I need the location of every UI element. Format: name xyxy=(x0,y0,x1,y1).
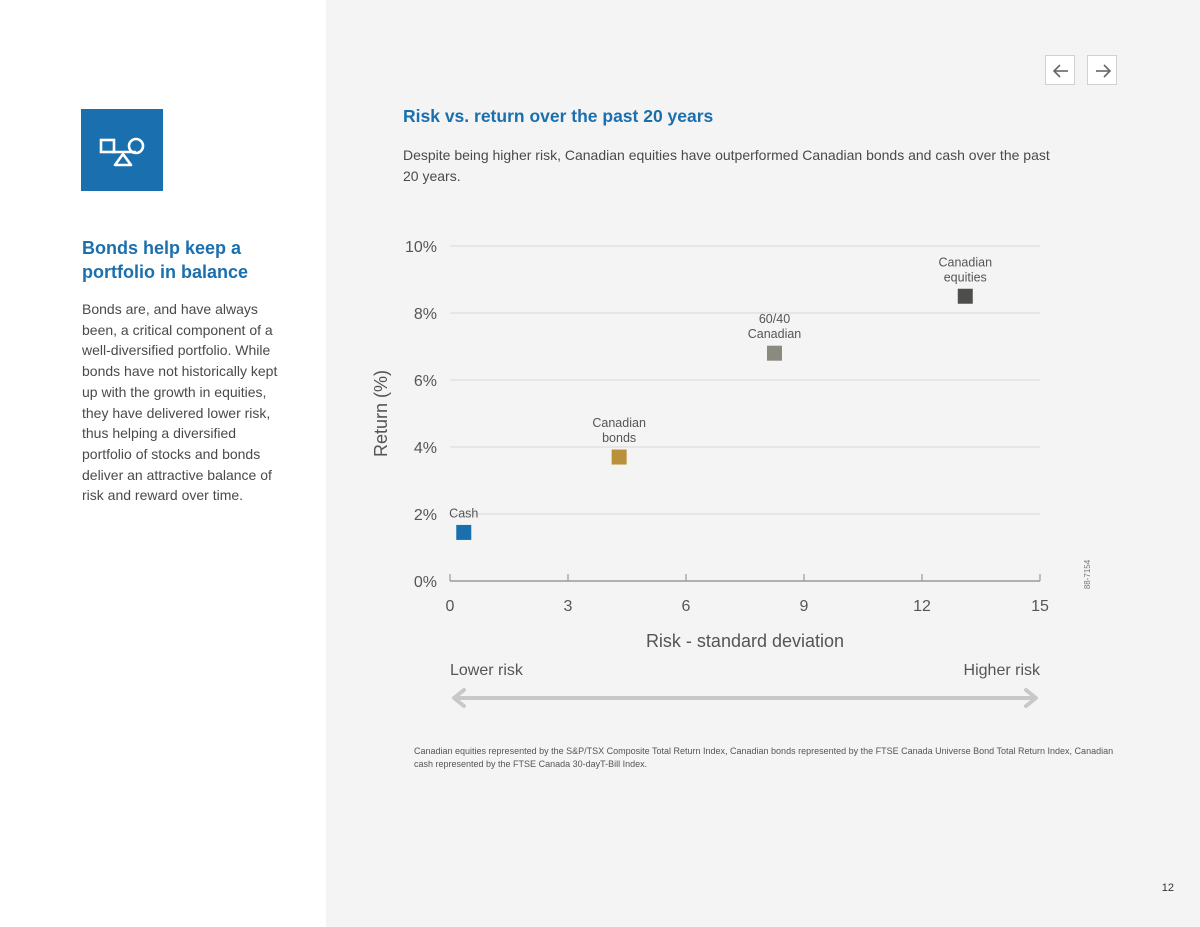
x-tick-label: 6 xyxy=(682,598,691,615)
document-code: 88-7154 xyxy=(1083,559,1093,590)
data-point-label: Canadian xyxy=(939,255,993,269)
x-tick-label: 3 xyxy=(564,598,573,615)
x-tick-label: 9 xyxy=(800,598,809,615)
data-point-label: Canadian xyxy=(592,416,646,430)
data-point-marker xyxy=(611,449,627,465)
risk-arrow-left-head xyxy=(452,688,466,708)
data-point-marker xyxy=(957,288,973,304)
lower-risk-label: Lower risk xyxy=(450,662,524,679)
risk-arrow-right-head xyxy=(1024,688,1038,708)
data-point-label: Canadian xyxy=(748,327,802,341)
y-tick-label: 2% xyxy=(414,507,437,524)
previous-page-button[interactable] xyxy=(1045,55,1075,85)
x-tick-label: 0 xyxy=(446,598,455,615)
chart-title: Risk vs. return over the past 20 years xyxy=(403,106,714,126)
arrow-left-icon xyxy=(1052,64,1068,78)
footnote: Canadian equities represented by the S&P… xyxy=(414,746,1114,769)
y-axis-title: Return (%) xyxy=(371,370,391,457)
y-tick-label: 10% xyxy=(405,239,437,256)
balance-shapes-icon xyxy=(81,109,163,191)
x-tick-label: 15 xyxy=(1031,598,1049,615)
y-tick-label: 8% xyxy=(414,306,437,323)
data-point-label: 60/40 xyxy=(759,312,790,326)
data-point-label: Cash xyxy=(449,506,478,520)
data-point-label: equities xyxy=(944,270,987,284)
y-tick-label: 0% xyxy=(414,574,437,591)
sidebar-panel: Bonds help keep a portfolio in balance B… xyxy=(0,0,326,927)
data-point-marker xyxy=(767,345,782,361)
data-point-label: bonds xyxy=(602,431,636,445)
x-tick-label: 12 xyxy=(913,598,931,615)
data-point-marker xyxy=(456,524,472,540)
sidebar-heading: Bonds help keep a portfolio in balance xyxy=(82,238,249,282)
higher-risk-label: Higher risk xyxy=(964,662,1041,679)
y-tick-label: 4% xyxy=(414,440,437,457)
next-page-button[interactable] xyxy=(1087,55,1117,85)
x-axis-title: Risk - standard deviation xyxy=(646,631,844,651)
chart-subtitle: Despite being higher risk, Canadian equi… xyxy=(403,147,1050,184)
sidebar-body-text: Bonds are, and have always been, a criti… xyxy=(82,301,278,504)
y-tick-label: 6% xyxy=(414,373,437,390)
page-number: 12 xyxy=(1161,882,1174,894)
arrow-right-icon xyxy=(1096,64,1112,78)
